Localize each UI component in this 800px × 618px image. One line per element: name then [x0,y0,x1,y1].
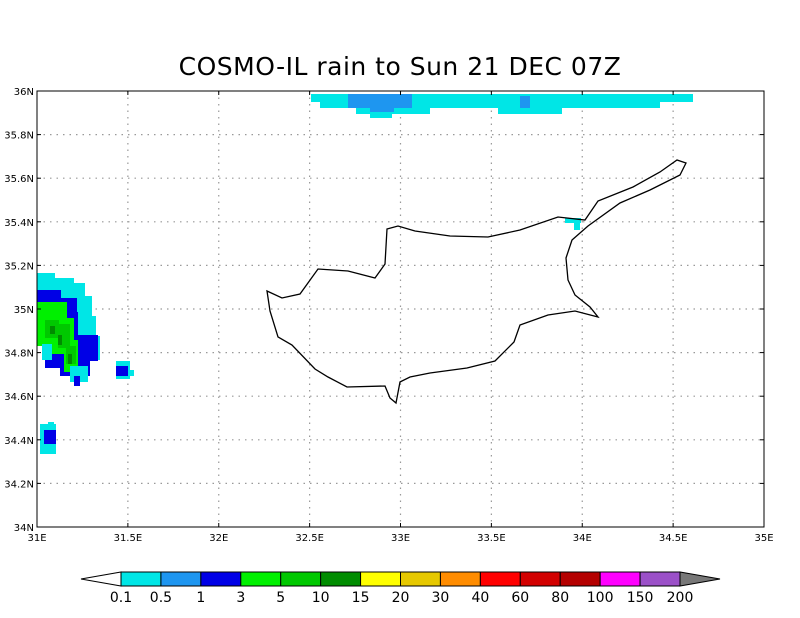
rain-cell [48,422,54,428]
x-tick-label: 34.5E [659,533,688,544]
colorbar-level-label: 150 [627,590,654,606]
y-tick-label: 35.6N [4,174,34,185]
rain-cell [44,278,74,286]
x-tick-label: 35E [754,533,773,544]
colorbar-level-label: 3 [236,590,245,606]
y-tick-label: 34.4N [4,436,34,447]
y-tick-label: 35.8N [4,131,34,142]
colorbar-swatch [360,571,402,587]
colorbar-level-label: 10 [312,590,330,606]
colorbar-swatch [240,571,282,587]
colorbar-swatch [519,571,561,587]
x-tick-label: 31.5E [114,533,143,544]
axis-ticks: 31E 31.5E 32E 32.5E 33E 33.5E 34E 34.5E 35E 34N 34… [4,87,773,544]
colorbar-low-arrow [80,571,122,587]
colorbar-swatch [599,571,641,587]
x-tick-label: 33E [391,533,410,544]
x-tick-label: 33.5E [477,533,506,544]
colorbar-swatch [479,571,521,587]
y-tick-label: 34.8N [4,349,34,360]
colorbar-swatch [280,571,322,587]
y-tick-label: 34.2N [4,479,34,490]
colorbar-swatch [639,571,681,587]
colorbar-level-label: 0.1 [110,590,132,606]
y-tick-label: 35N [14,305,34,316]
colorbar-swatch [320,571,362,587]
rain-cell [42,344,52,360]
colorbar-level-label: 5 [276,590,285,606]
colorbar-level-label: 200 [667,590,694,606]
colorbar-level-label: 60 [511,590,529,606]
rain-cell [50,326,55,334]
x-tick-label: 32.5E [295,533,324,544]
rain-cell [370,114,392,118]
y-tick-label: 34N [14,523,34,534]
rain-cell [68,354,72,364]
colorbar-level-label: 100 [587,590,614,606]
colorbar-swatch [200,571,242,587]
rain-cell [128,370,134,376]
y-tick-label: 36N [14,87,34,98]
x-tick-label: 31E [27,533,46,544]
colorbar-swatch [559,571,601,587]
rain-cell [58,335,62,345]
map-grid [37,91,764,527]
y-tick-label: 35.2N [4,261,34,272]
colorbar-level-label: 20 [392,590,410,606]
colorbar-swatch [400,571,441,587]
colorbar-level-label: 1 [196,590,205,606]
map-title: COSMO-IL rain to Sun 21 DEC 07Z [178,52,622,81]
cyprus-coastline [266,159,687,405]
rain-cell [320,102,660,108]
colorbar-swatch [439,571,481,587]
colorbar-level-label: 0.5 [150,590,172,606]
colorbar-high-arrow [679,571,721,587]
rain-cell [498,108,562,114]
y-tick-label: 34.6N [4,392,34,403]
y-tick-label: 35.4N [4,218,34,229]
x-tick-label: 34E [573,533,592,544]
rain-cell [370,100,394,112]
colorbar-swatch [120,571,162,587]
colorbar-level-label: 15 [352,590,370,606]
rain-cell [116,366,128,376]
rain-cell [44,430,56,444]
rain-cell [520,96,530,108]
colorbar-level-label: 80 [551,590,569,606]
colorbar-level-label: 40 [471,590,489,606]
rain-cell [565,218,581,223]
colorbar-level-label: 30 [432,590,450,606]
colorbar-swatch [160,571,202,587]
x-tick-label: 32E [209,533,228,544]
rain-field [37,94,693,454]
colorbar: 0.1 0.5 1 3 5 10 15 20 30 40 60 80 100 150 200 [80,571,721,606]
rain-cell [74,376,80,386]
rain-cell [37,290,61,300]
rain-cell [311,94,693,102]
rain-cell [574,223,580,230]
